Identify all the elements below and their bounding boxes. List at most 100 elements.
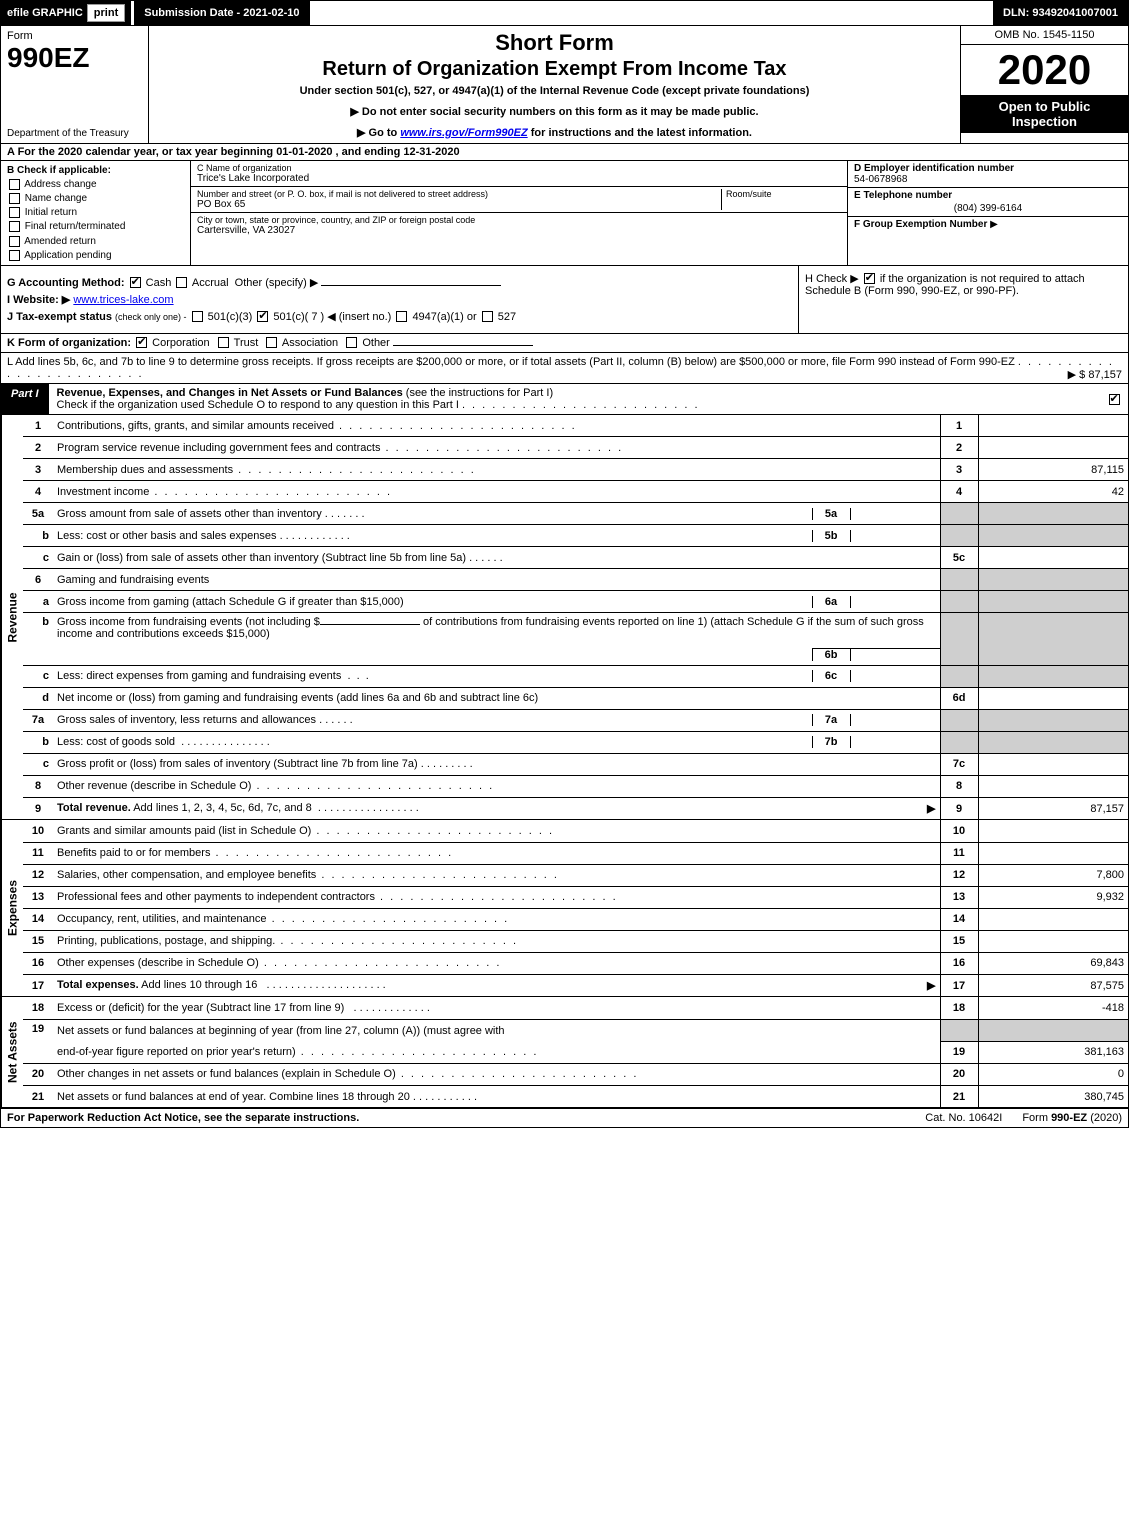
line12-amount: 7,800 (978, 864, 1128, 886)
amended-return[interactable]: Amended return (7, 236, 184, 247)
expenses-vlabel: Expenses (1, 820, 23, 996)
netassets-vlabel: Net Assets (1, 997, 23, 1107)
h-checkbox[interactable] (864, 273, 875, 284)
accrual-checkbox[interactable] (176, 277, 187, 288)
gij-left: G Accounting Method: Cash Accrual Other … (1, 266, 798, 333)
checkbox-icon[interactable] (9, 221, 20, 232)
dln: DLN: 93492041007001 (993, 1, 1128, 25)
box-def: D Employer identification number 54-0678… (848, 161, 1128, 265)
open-public: Open to Public Inspection (961, 95, 1128, 133)
part1-title-rest: (see the instructions for Part I) (406, 387, 553, 399)
l-amount: ▶ $ 87,157 (1068, 368, 1122, 381)
other-specify-line[interactable] (321, 285, 501, 286)
checkbox-icon[interactable] (9, 207, 20, 218)
corp-checkbox[interactable] (136, 337, 147, 348)
netassets-lines: 18Excess or (deficit) for the year (Subt… (23, 997, 1128, 1107)
print-button[interactable]: print (87, 4, 125, 22)
checkbox-icon[interactable] (9, 250, 20, 261)
street-value: PO Box 65 (197, 199, 721, 210)
goto-line: Go to www.irs.gov/Form990EZ for instruct… (157, 126, 952, 139)
cash-checkbox[interactable] (130, 277, 141, 288)
j-label: J Tax-exempt status (7, 311, 112, 323)
topbar-spacer (310, 1, 993, 25)
row-l: L Add lines 5b, 6c, and 7b to line 9 to … (0, 353, 1129, 384)
website-link[interactable]: www.trices-lake.com (73, 294, 173, 306)
row-j: J Tax-exempt status (check only one) - 5… (7, 310, 792, 323)
line3-amount: 87,115 (978, 459, 1128, 481)
irs-link[interactable]: www.irs.gov/Form990EZ (400, 127, 527, 139)
arrow-icon: ▶ (990, 219, 998, 230)
efile-label: efile GRAPHIC (7, 7, 83, 19)
k-label: K Form of organization: (7, 337, 131, 349)
application-pending[interactable]: Application pending (7, 250, 184, 261)
name-change[interactable]: Name change (7, 193, 184, 204)
website-label: I Website: ▶ (7, 294, 70, 306)
under-section: Under section 501(c), 527, or 4947(a)(1)… (157, 85, 952, 97)
short-form-title: Short Form (157, 30, 952, 56)
big-title: Return of Organization Exempt From Incom… (157, 58, 952, 81)
city-label: City or town, state or province, country… (197, 215, 841, 225)
line20-amount: 0 (978, 1063, 1128, 1085)
form-header: Form 990EZ Department of the Treasury Sh… (0, 26, 1129, 144)
omb-number: OMB No. 1545-1150 (961, 26, 1128, 45)
tax-year: 2020 (961, 45, 1128, 95)
addr-change[interactable]: Address change (7, 179, 184, 190)
checkbox-icon[interactable] (9, 236, 20, 247)
form-word: Form (7, 30, 142, 42)
street-label: Number and street (or P. O. box, if mail… (197, 189, 721, 199)
department: Department of the Treasury (7, 128, 142, 139)
l-text: L Add lines 5b, 6c, and 7b to line 9 to … (7, 356, 1015, 368)
submission-date: Submission Date - 2021-02-10 (131, 1, 309, 25)
header-right: OMB No. 1545-1150 2020 Open to Public In… (960, 26, 1128, 143)
initial-return[interactable]: Initial return (7, 207, 184, 218)
assoc-checkbox[interactable] (266, 337, 277, 348)
city-value: Cartersville, VA 23027 (197, 225, 841, 236)
revenue-lines: 1Contributions, gifts, grants, and simil… (23, 415, 1128, 820)
527-checkbox[interactable] (482, 311, 493, 322)
room-label: Room/suite (721, 189, 841, 210)
checkbox-icon[interactable] (9, 179, 20, 190)
other-org-line[interactable] (393, 345, 533, 346)
box-b-head: B Check if applicable: (7, 165, 184, 176)
4947-checkbox[interactable] (396, 311, 407, 322)
501c3-checkbox[interactable] (192, 311, 203, 322)
line18-amount: -418 (978, 997, 1128, 1019)
checkbox-icon[interactable] (9, 193, 20, 204)
form-number: 990EZ (7, 42, 142, 74)
other-checkbox[interactable] (346, 337, 357, 348)
org-name-row: C Name of organization Trice's Lake Inco… (191, 161, 847, 187)
row-k: K Form of organization: Corporation Trus… (0, 334, 1129, 353)
box-b: B Check if applicable: Address change Na… (1, 161, 191, 265)
expenses-section: Expenses 10Grants and similar amounts pa… (0, 820, 1129, 997)
box-c: C Name of organization Trice's Lake Inco… (191, 161, 848, 265)
dots (462, 399, 700, 411)
box-f: F Group Exemption Number ▶ (848, 217, 1128, 265)
trust-checkbox[interactable] (218, 337, 229, 348)
g-label: G Accounting Method: (7, 277, 125, 289)
line16-amount: 69,843 (978, 952, 1128, 974)
schedule-o-checkbox[interactable] (1109, 394, 1120, 405)
goto-rest: for instructions and the latest informat… (531, 127, 752, 139)
row-a-tax-year: A For the 2020 calendar year, or tax yea… (0, 144, 1129, 161)
row-g: G Accounting Method: Cash Accrual Other … (7, 276, 792, 289)
row-i: I Website: ▶ www.trices-lake.com (7, 293, 792, 306)
goto-text: Go to (369, 127, 401, 139)
part1-checkbox-cell (1100, 384, 1128, 414)
row-h: H Check ▶ if the organization is not req… (798, 266, 1128, 333)
line21-amount: 380,745 (978, 1085, 1128, 1107)
ein-label: D Employer identification number (854, 163, 1122, 174)
final-return[interactable]: Final return/terminated (7, 221, 184, 232)
part1-title: Revenue, Expenses, and Changes in Net As… (49, 384, 1100, 414)
footer-catno: Cat. No. 10642I (905, 1112, 1022, 1124)
ghij-block: G Accounting Method: Cash Accrual Other … (0, 266, 1129, 334)
expenses-lines: 10Grants and similar amounts paid (list … (23, 820, 1128, 996)
6b-blank[interactable] (320, 624, 420, 625)
line9-amount: 87,157 (978, 797, 1128, 819)
header-left: Form 990EZ Department of the Treasury (1, 26, 149, 143)
header-middle: Short Form Return of Organization Exempt… (149, 26, 960, 143)
revenue-section: Revenue 1Contributions, gifts, grants, a… (0, 415, 1129, 821)
street-row: Number and street (or P. O. box, if mail… (191, 187, 847, 213)
no-ssn-line: Do not enter social security numbers on … (157, 105, 952, 118)
org-name: Trice's Lake Incorporated (197, 173, 841, 184)
501c-checkbox[interactable] (257, 311, 268, 322)
